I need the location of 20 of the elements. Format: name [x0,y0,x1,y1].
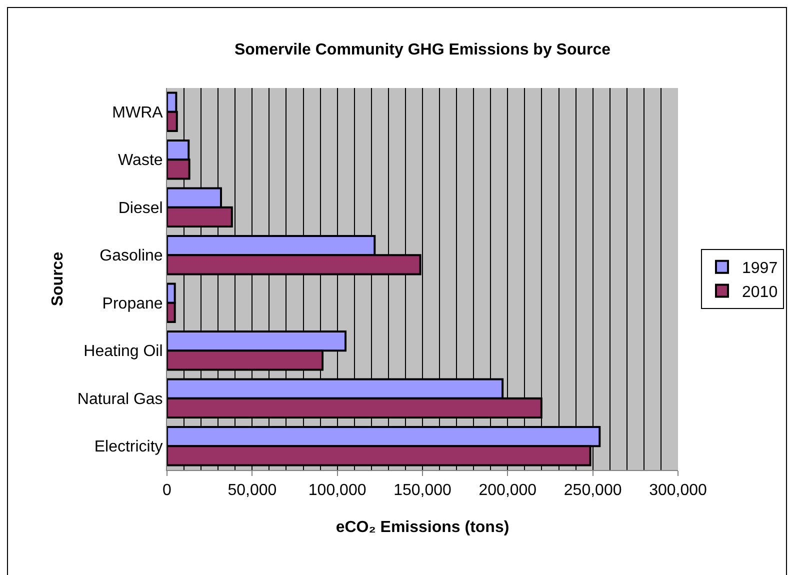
y-tick-label: Heating Oil [84,343,163,360]
y-tick-label: Diesel [118,200,163,217]
chart-title: Somervile Community GHG Emissions by Source [234,41,611,58]
x-tick-label: 250,000 [564,482,622,500]
y-tick-label: Propane [102,295,163,312]
x-tick-label: 50,000 [228,482,277,500]
y-tick-label: MWRA [112,104,164,122]
x-tick-label: 300,000 [649,482,708,500]
legend-label: 1997 [742,260,778,278]
x-tick-label: 100,000 [308,482,366,500]
x-tick-label: 200,000 [478,482,537,500]
legend-label: 2010 [742,284,778,301]
y-tick-label: Waste [118,152,163,170]
y-tick-label: Gasoline [100,248,163,265]
x-tick-label: 0 [162,482,172,500]
y-tick-label: Natural Gas [77,390,163,408]
x-tick-label: 150,000 [394,482,452,500]
y-tick-label: Electricity [94,438,163,456]
x-axis-title: eCO₂ Emissions (tons) [336,518,510,536]
y-axis-title: Source [49,252,66,306]
